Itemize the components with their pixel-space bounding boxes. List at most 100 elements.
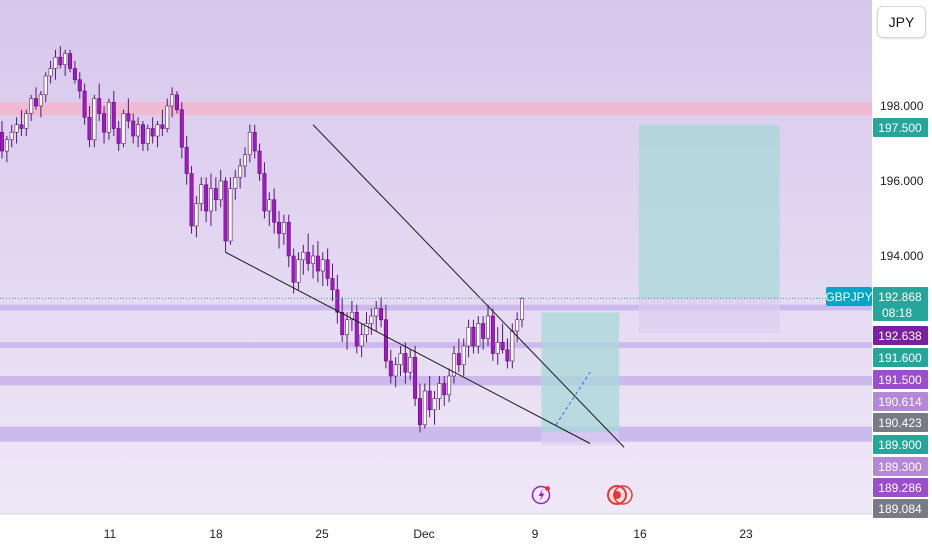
candle-body [247,131,252,156]
candle-body [466,326,471,347]
support-band [0,304,872,311]
time-tick-label: Dec [413,527,434,541]
candle-body [189,173,194,227]
candle-body [520,298,525,321]
candle-body [72,68,77,81]
candle-body [165,105,170,129]
candle-body [155,124,160,137]
candle-body [116,128,121,144]
candle-body [330,278,335,291]
price-badge [873,287,928,321]
candle-body [174,94,179,111]
candle-body [515,319,520,332]
position-zone-stop [638,298,780,333]
candle-body [14,124,19,133]
candle-body [199,184,204,204]
price-badge-label: 197.500 [878,121,922,135]
candle-body [223,180,228,242]
candle-body [204,184,209,212]
economic-event-icon[interactable] [531,485,551,505]
time-tick-label: 9 [532,527,539,541]
price-badge-label: 191.500 [878,373,922,387]
price-badge [873,457,928,476]
candle-body [335,289,340,313]
candle-body [398,353,403,366]
candle-body [228,188,233,242]
candle-body [495,341,500,354]
candles-layer [0,46,525,433]
time-tick-label: 23 [739,527,753,541]
candle-body [121,113,126,144]
candle-body [102,113,107,133]
price-tick-label: 196.000 [880,174,924,188]
candle-body [170,94,175,107]
countdown-label: 08:18 [882,306,912,320]
candle-body [82,90,87,118]
price-badge-label: 189.900 [878,438,922,452]
trendlines-layer [225,124,625,448]
candle-body [417,398,422,426]
candle-body [476,323,481,347]
price-badge-label: 189.084 [878,502,922,516]
candle-body [291,255,296,283]
time-tick-label: 16 [633,527,647,541]
candle-body [379,308,384,321]
candle-body [354,311,359,347]
currency-button[interactable]: JPY [877,6,926,38]
candle-body [393,364,398,377]
price-badge [873,326,928,345]
candle-body [432,398,437,411]
candle-body [388,360,393,377]
candle-body [4,139,9,152]
candle-body [320,259,325,272]
candle-body [481,323,486,339]
price-tick-label: 194.000 [880,249,924,263]
candle-body [296,259,301,283]
candle-body [345,319,350,336]
price-badge [873,348,928,367]
price-badge-label: 191.600 [878,351,922,365]
candle-body [257,150,262,174]
events-layer [531,485,633,505]
resistance-zone [0,102,872,116]
candle-body [306,251,311,264]
position-zone-profit [638,124,780,299]
candle-body [505,349,510,362]
zones-layer [0,102,872,442]
candle-body [374,308,379,317]
symbol-label: GBPJPY [825,290,872,304]
candle-body [485,315,490,339]
price-labels: 197.500 192.868 08:18 192.638 191.600 191.500… [873,118,928,518]
candle-body [243,154,248,167]
candle-body [447,375,452,396]
candle-body [87,116,92,141]
candle-body [442,383,447,396]
price-badge [873,435,928,454]
candle-body [277,221,282,234]
price-badge [873,499,928,518]
candle-body [233,176,238,189]
candle-body [437,383,442,399]
price-badge-label: 190.614 [878,395,922,409]
support-band [0,426,872,442]
candle-body [456,353,461,366]
dividend-event-icon[interactable] [607,485,633,505]
support-band [0,376,872,386]
candle-body [131,120,136,137]
price-badge-label: 192.638 [878,329,922,343]
price-badge [873,478,928,497]
candle-body [286,221,291,257]
price-badge-label: 189.286 [878,481,922,495]
candle-body [218,180,223,201]
candle-body [136,124,141,137]
candle-body [0,131,5,152]
dashed-projection-line [555,371,591,426]
candle-body [106,101,111,133]
candle-body [126,113,131,122]
candle-body [461,345,466,366]
candle-body [160,124,165,129]
symbol-badge[interactable]: GBPJPY [825,287,873,306]
candle-body [427,390,432,411]
time-tick-label: 18 [209,527,223,541]
